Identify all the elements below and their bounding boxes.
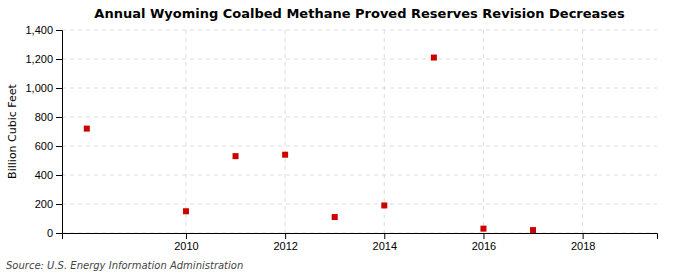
x-tick: 2018 — [571, 233, 595, 252]
y-tick-label: 800 — [35, 111, 53, 123]
y-tick-label: 1,000 — [25, 82, 53, 94]
y-tick-label: 0 — [47, 227, 53, 239]
y-tick: 200 — [35, 198, 62, 210]
plot-area: 2010 2012 2014 2016 2018 0 200 400 600 800 1,000 1,… — [25, 24, 657, 252]
point — [84, 126, 90, 132]
x-tick-mark — [483, 233, 484, 239]
point — [431, 55, 437, 61]
x-tick: 2014 — [373, 233, 397, 252]
y-tick-mark — [56, 117, 62, 118]
x-tick-mark — [384, 233, 385, 239]
x-tick-mark — [285, 233, 286, 239]
x-tick: 2010 — [174, 233, 198, 252]
x-tick: 2012 — [273, 233, 297, 252]
point — [530, 227, 536, 233]
grid-line-x — [582, 30, 583, 233]
y-tick: 800 — [35, 111, 62, 123]
y-axis-label: Billion Cubic Feet — [6, 83, 19, 178]
y-tick-mark — [56, 233, 62, 234]
point — [183, 208, 189, 214]
y-tick: 400 — [35, 169, 62, 181]
chart: 2010 2012 2014 2016 2018 0 200 400 600 800 1,000 1,… — [0, 0, 675, 275]
grid-line-y — [62, 59, 657, 60]
x-axis-line — [63, 234, 658, 240]
grid-line-x — [285, 30, 286, 233]
grid — [62, 30, 657, 233]
point — [381, 202, 387, 208]
y-tick-label: 600 — [35, 140, 53, 152]
source: Source: U.S. Energy Information Administ… — [6, 260, 243, 271]
y-tick-mark — [56, 146, 62, 147]
point — [233, 153, 239, 159]
y-tick: 1,400 — [25, 24, 62, 36]
y-tick: 0 — [47, 227, 62, 239]
points — [84, 55, 536, 233]
grid-line-x — [185, 30, 186, 233]
x-tick-label: 2016 — [472, 240, 496, 252]
y-tick-label: 1,200 — [25, 53, 53, 65]
grid-line-y — [62, 175, 657, 176]
title: Annual Wyoming Coalbed Methane Proved Re… — [94, 6, 625, 21]
grid-line-y — [62, 88, 657, 89]
y-tick-label: 400 — [35, 169, 53, 181]
x-tick-mark — [583, 233, 584, 239]
y-axis-line — [56, 31, 63, 234]
x-axis: 2010 2012 2014 2016 2018 — [63, 233, 658, 252]
point — [480, 226, 486, 232]
grid-line-y — [62, 30, 657, 31]
y-tick-mark — [56, 30, 62, 31]
point — [332, 214, 338, 220]
grid-line-y — [62, 204, 657, 205]
y-tick-mark — [56, 88, 62, 89]
y-tick-label: 1,400 — [25, 24, 53, 36]
y-axis: 0 200 400 600 800 1,000 1,200 1,400 — [25, 24, 62, 239]
y-tick-mark — [56, 204, 62, 205]
y-tick: 1,200 — [25, 53, 62, 65]
x-tick-label: 2018 — [571, 240, 595, 252]
grid-line-y — [62, 146, 657, 147]
grid-line-x — [483, 30, 484, 233]
point — [282, 152, 288, 158]
y-tick-label: 200 — [35, 198, 53, 210]
x-tick-label: 2010 — [174, 240, 198, 252]
x-tick-mark — [186, 233, 187, 239]
y-tick: 600 — [35, 140, 62, 152]
y-tick-mark — [56, 59, 62, 60]
x-tick: 2016 — [472, 233, 496, 252]
y-tick-mark — [56, 175, 62, 176]
y-tick: 1,000 — [25, 82, 62, 94]
x-tick-label: 2012 — [273, 240, 297, 252]
grid-line-y — [62, 117, 657, 118]
x-tick-label: 2014 — [373, 240, 397, 252]
